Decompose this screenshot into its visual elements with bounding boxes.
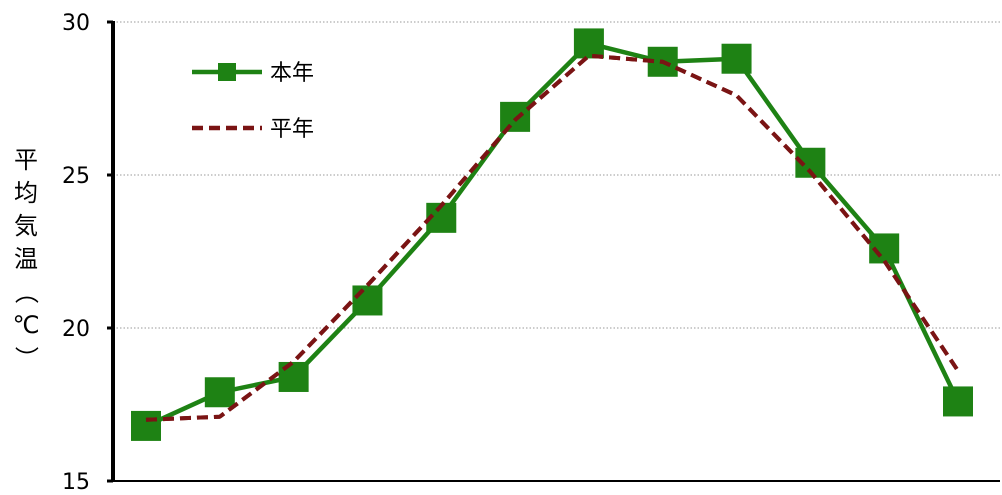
data-point-marker <box>721 43 752 74</box>
data-point-marker <box>352 285 383 316</box>
series-line-normal-year-overlay <box>145 53 960 422</box>
y-tick-label-15: 15 <box>62 470 90 495</box>
series-line-this-year <box>145 41 961 428</box>
data-point-marker <box>500 101 531 132</box>
y-tick-label-25: 25 <box>62 164 90 189</box>
y-axis-label-char: 均 <box>14 179 38 207</box>
data-point-marker <box>278 361 309 392</box>
y-tick-label-20: 20 <box>62 317 90 342</box>
series-layer <box>131 28 973 441</box>
y-tick-label-30: 30 <box>62 11 90 36</box>
y-axis-label-char: 平 <box>14 146 38 174</box>
legend-label-normal-year: 平年 <box>270 117 314 142</box>
y-axis-label-char: ） <box>12 346 40 370</box>
y-axis-label-char: （ <box>12 280 40 304</box>
legend-marker <box>218 63 236 81</box>
grid-lines <box>113 21 1000 329</box>
y-axis-label-char: 気 <box>14 212 38 240</box>
y-axis-label-char: ℃ <box>13 311 40 339</box>
legend-label-this-year: 本年 <box>270 61 314 86</box>
series-line-normal-year <box>145 53 960 422</box>
y-axis: 15 20 25 30 <box>62 11 1000 495</box>
data-point-marker <box>204 377 235 408</box>
data-point-marker <box>573 28 604 59</box>
data-point-marker <box>943 386 973 417</box>
data-point-marker <box>131 410 161 441</box>
y-axis-label-char: 温 <box>14 245 38 273</box>
